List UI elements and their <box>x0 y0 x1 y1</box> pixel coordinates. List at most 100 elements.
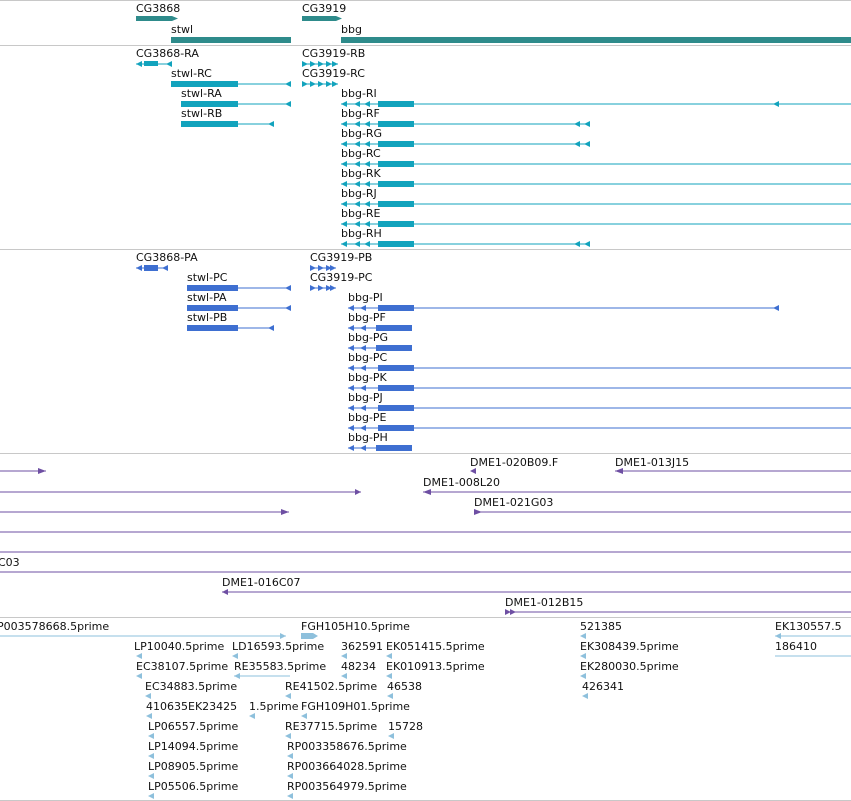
protein-segment[interactable] <box>378 405 414 411</box>
transcript-label[interactable]: stwl-RA <box>181 87 222 100</box>
transcript-exon[interactable] <box>171 81 238 87</box>
clone-label[interactable]: DME1-008L20 <box>423 476 500 489</box>
est-label[interactable]: RP003664028.5prime <box>287 760 407 773</box>
est-label[interactable]: LP10040.5prime <box>134 640 225 653</box>
protein-segment[interactable] <box>187 305 238 311</box>
transcript-exon[interactable] <box>378 161 414 167</box>
est-label[interactable]: LP08905.5prime <box>148 760 239 773</box>
transcript-exon[interactable] <box>378 101 414 107</box>
protein-label[interactable]: bbg-PE <box>348 411 387 424</box>
protein-label[interactable]: bbg-PJ <box>348 391 383 404</box>
gene-label[interactable]: stwl <box>171 23 193 36</box>
protein-label[interactable]: bbg-PF <box>348 311 386 324</box>
gene-label[interactable]: CG3919 <box>302 2 346 15</box>
transcript-exon[interactable] <box>181 101 238 107</box>
protein-label[interactable]: CG3919-PB <box>310 251 372 264</box>
protein-label[interactable]: bbg-PC <box>348 351 388 364</box>
protein-segment[interactable] <box>144 265 158 271</box>
est-label[interactable]: LP06557.5prime <box>148 720 239 733</box>
est-label[interactable]: 362591 <box>341 640 383 653</box>
protein-label[interactable]: bbg-PK <box>348 371 388 384</box>
protein-segment[interactable] <box>187 285 238 291</box>
transcript-exon[interactable] <box>378 201 414 207</box>
est-label[interactable]: FGH109H01.5prime <box>301 700 410 713</box>
est-label[interactable]: RP003358676.5prime <box>287 740 407 753</box>
est-label[interactable]: 521385 <box>580 620 622 633</box>
est-label[interactable]: FGH105H10.5prime <box>301 620 410 633</box>
gene-feature[interactable] <box>171 37 291 43</box>
protein-segment[interactable] <box>378 305 414 311</box>
gene-label[interactable]: CG3868 <box>136 2 180 15</box>
gene-label[interactable]: bbg <box>341 23 362 36</box>
strand-arrow-icon <box>136 61 142 67</box>
est-label[interactable]: EK308439.5prime <box>580 640 679 653</box>
transcript-exon[interactable] <box>181 121 238 127</box>
transcript-exon[interactable] <box>144 61 158 66</box>
transcript-label[interactable]: bbg-RI <box>341 87 377 100</box>
protein-label[interactable]: CG3868-PA <box>136 251 198 264</box>
transcript-label[interactable]: bbg-RK <box>341 167 382 180</box>
est-label[interactable]: RP003564979.5prime <box>287 780 407 793</box>
clone-label[interactable]: DME1-021G03 <box>474 496 553 509</box>
protein-label[interactable]: stwl-PB <box>187 311 227 324</box>
transcript-label[interactable]: stwl-RB <box>181 107 222 120</box>
protein-segment[interactable] <box>376 325 412 331</box>
protein-segment[interactable] <box>376 445 412 451</box>
protein-segment[interactable] <box>378 365 414 371</box>
est-label[interactable]: LP05506.5prime <box>148 780 239 793</box>
est-label[interactable]: 48234 <box>341 660 376 673</box>
protein-label[interactable]: bbg-PG <box>348 331 388 344</box>
est-label[interactable]: 410635EK23425 <box>146 700 237 713</box>
clone-label[interactable]: DME1-012B15 <box>505 596 583 609</box>
est-label[interactable]: 186410 <box>775 640 817 653</box>
est-label[interactable]: EC38107.5prime <box>136 660 228 673</box>
gene-feature[interactable] <box>302 16 336 21</box>
protein-segment[interactable] <box>187 325 238 331</box>
est-label[interactable]: P003578668.5prime <box>0 620 109 633</box>
est-label[interactable]: 1.5prime <box>249 700 299 713</box>
est-label[interactable]: EC34883.5prime <box>145 680 237 693</box>
est-label[interactable]: EK130557.5 <box>775 620 842 633</box>
protein-label[interactable]: bbg-PI <box>348 291 383 304</box>
transcript-label[interactable]: bbg-RG <box>341 127 382 140</box>
protein-segment[interactable] <box>378 385 414 391</box>
est-label[interactable]: RE35583.5prime <box>234 660 326 673</box>
clone-label[interactable]: DME1-020B09.F <box>470 456 558 469</box>
protein-label[interactable]: CG3919-PC <box>310 271 373 284</box>
est-label[interactable]: EK051415.5prime <box>386 640 485 653</box>
protein-segment[interactable] <box>376 345 412 351</box>
protein-label[interactable]: stwl-PA <box>187 291 227 304</box>
transcript-exon[interactable] <box>378 121 414 127</box>
clone-label[interactable]: DME1-013J15 <box>615 456 689 469</box>
est-label[interactable]: LP14094.5prime <box>148 740 239 753</box>
gene-feature[interactable] <box>341 37 851 43</box>
est-label[interactable]: 46538 <box>387 680 422 693</box>
transcript-label[interactable]: bbg-RF <box>341 107 380 120</box>
gene-feature[interactable] <box>136 16 172 21</box>
transcript-label[interactable]: bbg-RC <box>341 147 381 160</box>
est-feature[interactable] <box>301 633 313 639</box>
clone-label[interactable]: C03 <box>0 556 20 569</box>
transcript-label[interactable]: CG3868-RA <box>136 47 199 60</box>
transcript-exon[interactable] <box>378 221 414 227</box>
est-label[interactable]: RE37715.5prime <box>285 720 377 733</box>
protein-segment[interactable] <box>378 425 414 431</box>
protein-label[interactable]: bbg-PH <box>348 431 388 444</box>
transcript-label[interactable]: bbg-RH <box>341 227 382 240</box>
est-label[interactable]: LD16593.5prime <box>232 640 324 653</box>
transcript-exon[interactable] <box>378 181 414 187</box>
est-label[interactable]: EK280030.5prime <box>580 660 679 673</box>
protein-label[interactable]: stwl-PC <box>187 271 228 284</box>
transcript-label[interactable]: bbg-RJ <box>341 187 377 200</box>
transcript-label[interactable]: CG3919-RC <box>302 67 365 80</box>
transcript-label[interactable]: CG3919-RB <box>302 47 365 60</box>
transcript-label[interactable]: stwl-RC <box>171 67 212 80</box>
est-label[interactable]: 15728 <box>388 720 423 733</box>
transcript-exon[interactable] <box>378 141 414 147</box>
transcript-exon[interactable] <box>378 241 414 247</box>
clone-label[interactable]: DME1-016C07 <box>222 576 301 589</box>
est-label[interactable]: EK010913.5prime <box>386 660 485 673</box>
est-label[interactable]: RE41502.5prime <box>285 680 377 693</box>
est-label[interactable]: 426341 <box>582 680 624 693</box>
transcript-label[interactable]: bbg-RE <box>341 207 381 220</box>
